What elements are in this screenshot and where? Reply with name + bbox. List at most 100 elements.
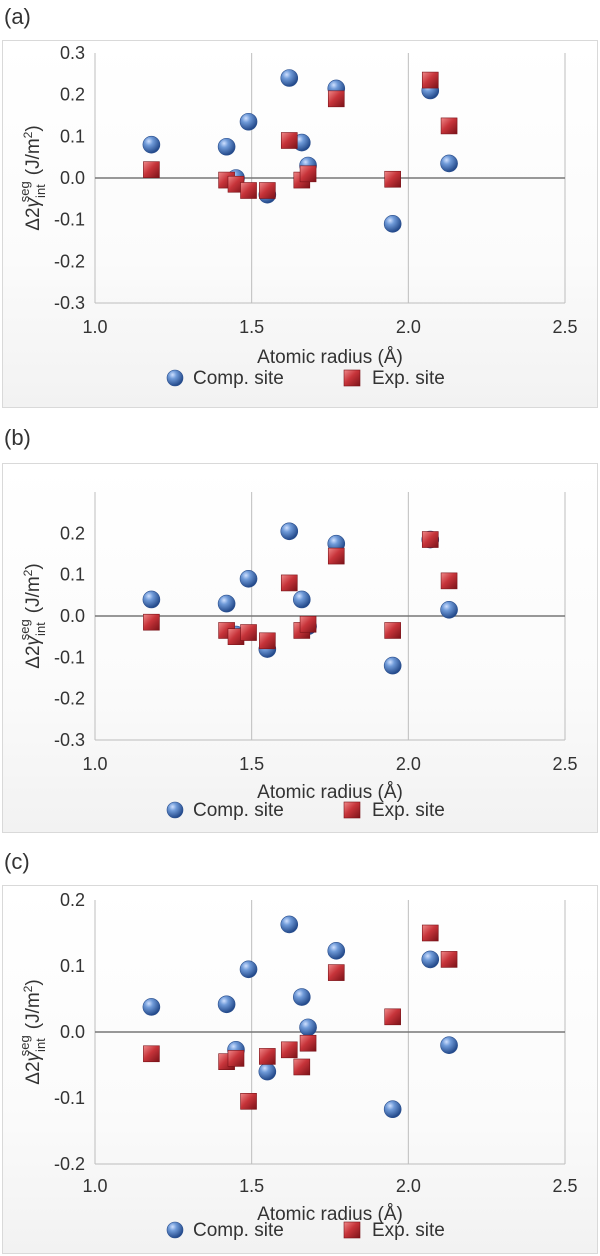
comp-site-point: [292, 988, 311, 1006]
y-tick-label: 0.2: [60, 523, 85, 543]
x-tick-label: 1.0: [82, 1176, 107, 1196]
exp-site-point: [299, 1034, 317, 1052]
legend-exp-label: Exp. site: [372, 368, 445, 389]
comp-site-point: [383, 1100, 402, 1119]
exp-site-point: [240, 182, 257, 199]
y-axis-title: Δ2γintseg(J/m2): [17, 125, 48, 230]
legend-comp-marker: [166, 369, 184, 387]
exp-site-point: [227, 1050, 245, 1067]
comp-site-point: [383, 215, 402, 233]
x-tick-label: 2.0: [396, 317, 421, 337]
x-tick-label: 2.0: [396, 754, 421, 774]
y-tick-label: -0.1: [54, 1088, 85, 1108]
exp-site-point: [293, 1058, 311, 1076]
exp-site-point: [240, 1093, 257, 1110]
legend-exp-marker: [343, 369, 361, 387]
y-tick-label: -0.3: [54, 730, 85, 750]
legend-comp-label: Comp. site: [193, 368, 284, 389]
comp-site-point: [258, 1062, 277, 1081]
x-tick-label: 2.5: [552, 317, 577, 337]
exp-site-point: [384, 1008, 401, 1026]
y-tick-label: 0.0: [60, 606, 85, 626]
legend-exp-marker: [343, 801, 361, 819]
scatter-chart-b: 1.0 1.5 2.0 2.5 0.2 0.1 0.0 -0.1 -0.2 -0.3 Δ2γints…: [17, 492, 578, 821]
exp-site-point: [421, 71, 439, 89]
exp-site-point: [384, 170, 401, 188]
panel-c-label: (c): [4, 849, 30, 874]
comp-site-point: [440, 1036, 458, 1054]
x-axis-title: Atomic radius (Å): [257, 782, 403, 803]
comp-site-point: [440, 154, 458, 173]
y-tick-label: -0.1: [54, 210, 85, 230]
exp-site-point: [143, 613, 160, 631]
exp-site-point: [143, 1045, 160, 1063]
x-tick-label: 1.5: [239, 1176, 264, 1196]
comp-site-point: [383, 656, 402, 675]
y-tick-label: -0.1: [54, 647, 85, 667]
comp-site-point: [421, 950, 440, 969]
exp-site-point: [259, 182, 276, 199]
exp-site-point: [299, 615, 317, 633]
comp-site-point: [239, 112, 258, 131]
x-tick-label: 2.5: [552, 754, 577, 774]
comp-site-point: [239, 570, 258, 588]
legend-comp-label: Comp. site: [193, 800, 284, 821]
y-tick-label: 0.1: [60, 956, 85, 976]
y-tick-label: -0.2: [54, 251, 85, 271]
chart-panel-c: 1.0 1.5 2.0 2.5 0.2 0.1 0.0 -0.1 -0.2 Δ2γintseg(J…: [2, 885, 598, 1254]
comp-site-point: [142, 135, 161, 154]
exp-site-point: [299, 165, 317, 183]
y-tick-label: 0.2: [60, 85, 85, 105]
comp-site-point: [280, 915, 299, 934]
scatter-chart-a: 1.0 1.5 2.0 2.5 0.3 0.2 0.1 0.0 -0.1 -0.2 -0.3 Δ2γi…: [17, 43, 578, 389]
legend-exp-label: Exp. site: [372, 1220, 445, 1241]
y-tick-label: -0.3: [54, 293, 85, 313]
exp-site-point: [280, 132, 298, 149]
y-tick-label: 0.3: [60, 43, 85, 63]
x-tick-label: 1.0: [82, 317, 107, 337]
comp-site-point: [280, 69, 299, 87]
exp-site-point: [280, 1041, 298, 1059]
y-axis-title: Δ2γintseg(J/m2): [17, 563, 48, 668]
x-tick-label: 1.5: [239, 317, 264, 337]
scatter-chart-c: 1.0 1.5 2.0 2.5 0.2 0.1 0.0 -0.1 -0.2 Δ2γintseg(J…: [17, 890, 578, 1241]
x-tick-label: 1.5: [239, 754, 264, 774]
comp-site-point: [217, 137, 236, 156]
exp-site-point: [440, 951, 458, 968]
exp-site-point: [143, 161, 160, 178]
x-tick-label: 2.5: [552, 1176, 577, 1196]
x-axis-title: Atomic radius (Å): [257, 347, 403, 368]
comp-site-point: [217, 995, 236, 1014]
exp-site-point: [384, 622, 401, 639]
y-tick-label: 0.1: [60, 126, 85, 146]
comp-site-point: [217, 594, 236, 613]
legend-comp-label: Comp. site: [193, 1220, 284, 1241]
comp-site-point: [280, 522, 299, 541]
comp-site-point: [239, 960, 258, 979]
exp-site-point: [259, 632, 276, 650]
comp-site-point: [142, 998, 161, 1016]
comp-site-point: [142, 590, 161, 609]
comp-site-point: [440, 601, 458, 619]
panel-b-label: (b): [4, 425, 31, 450]
legend-exp-marker: [343, 1221, 361, 1239]
exp-site-point: [440, 117, 458, 135]
comp-site-point: [299, 1018, 317, 1037]
panel-a-label: (a): [4, 4, 31, 29]
exp-site-point: [240, 624, 257, 641]
y-axis-title: Δ2γintseg(J/m2): [17, 979, 48, 1084]
x-axis-title: Atomic radius (Å): [257, 1204, 403, 1225]
exp-site-point: [421, 924, 439, 942]
y-tick-label: 0.1: [60, 565, 85, 585]
legend-comp-marker: [166, 801, 184, 819]
exp-site-point: [327, 547, 345, 565]
legend-comp-marker: [166, 1221, 184, 1239]
y-tick-label: 0.0: [60, 168, 85, 188]
x-tick-label: 1.0: [82, 754, 107, 774]
y-tick-label: 0.2: [60, 890, 85, 910]
y-tick-label: 0.0: [60, 1022, 85, 1042]
exp-site-point: [327, 964, 345, 981]
exp-site-point: [259, 1048, 276, 1065]
chart-panel-a: 1.0 1.5 2.0 2.5 0.3 0.2 0.1 0.0 -0.1 -0.2 -0.3 Δ2γi…: [2, 40, 598, 408]
y-tick-label: -0.2: [54, 1154, 85, 1174]
